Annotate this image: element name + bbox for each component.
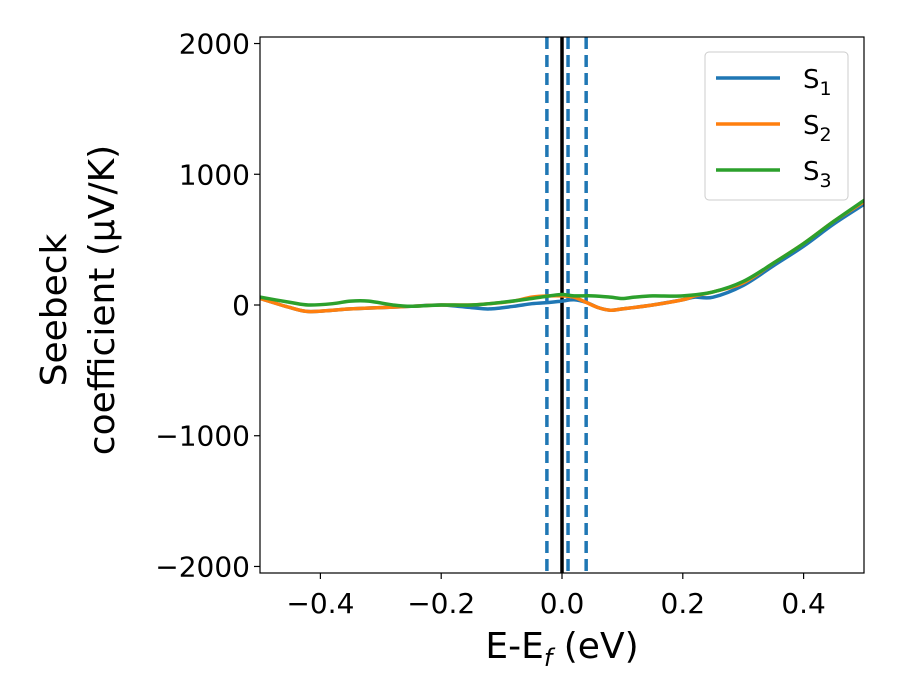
x-axis-ticks: −0.4 −0.2 0.0 0.2 0.4 xyxy=(286,573,826,620)
x-tick-label: 0.2 xyxy=(661,587,706,620)
y-tick-label: 0 xyxy=(232,289,250,322)
y-axis-label-line2: coefficient (μV/K) xyxy=(82,145,123,455)
x-tick-label: 0.4 xyxy=(781,587,826,620)
legend-label: S3 xyxy=(803,157,832,192)
x-tick-label: 0.0 xyxy=(540,587,585,620)
y-axis-label: Seebeck coefficient (μV/K) xyxy=(34,145,123,455)
y-axis-ticks: −2000 −1000 0 1000 2000 xyxy=(155,28,260,583)
series-lines xyxy=(260,198,864,314)
x-axis-label: E-Ef (eV) xyxy=(485,626,638,672)
legend-label: S1 xyxy=(803,65,832,100)
x-tick-label: −0.2 xyxy=(407,587,475,620)
legend: S1 S2 S3 xyxy=(704,51,849,201)
y-tick-label: −2000 xyxy=(155,550,250,583)
y-tick-label: 2000 xyxy=(179,28,250,61)
series-line-s3 xyxy=(260,198,864,309)
y-tick-label: −1000 xyxy=(155,420,250,453)
x-tick-label: −0.4 xyxy=(286,587,354,620)
y-axis-label-line1: Seebeck xyxy=(34,233,75,386)
legend-box xyxy=(704,51,849,201)
vertical-lines xyxy=(545,37,588,573)
legend-label: S2 xyxy=(803,111,832,146)
y-tick-label: 1000 xyxy=(179,158,250,191)
